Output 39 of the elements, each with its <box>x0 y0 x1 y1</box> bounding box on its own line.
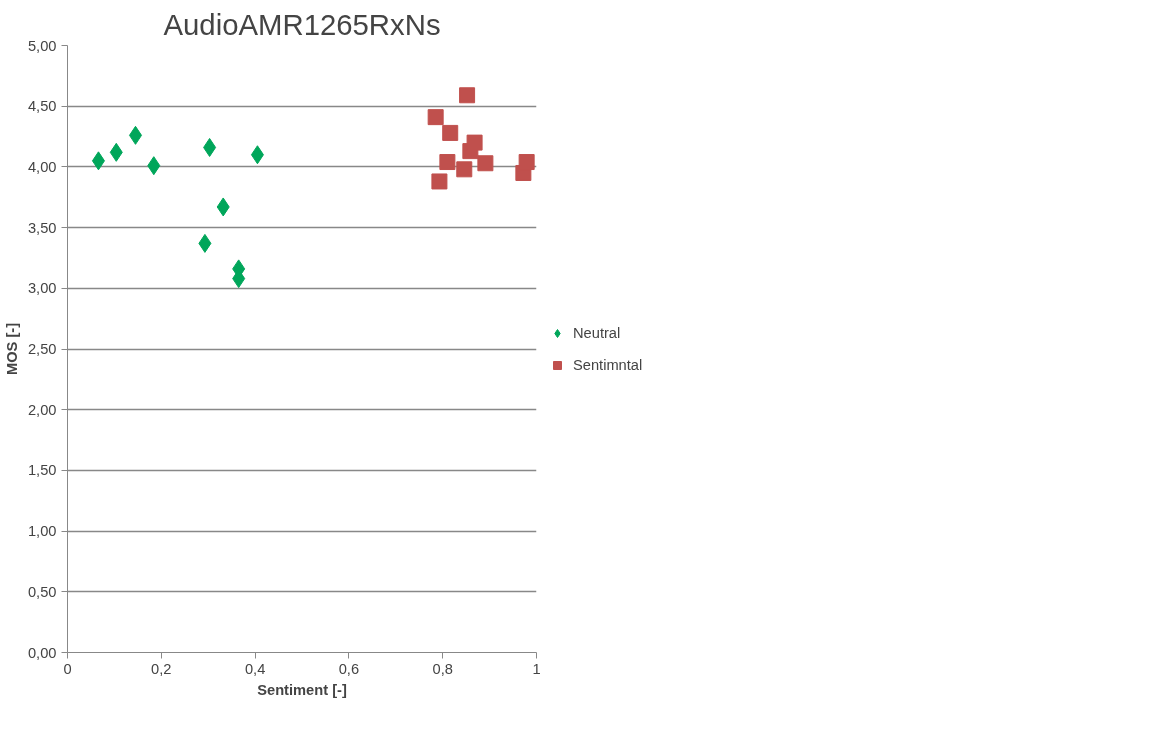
x-tick-label: 0,6 <box>338 660 360 677</box>
point <box>216 197 230 217</box>
legend-label: Neutral <box>573 324 621 341</box>
point <box>518 154 535 171</box>
point <box>456 161 473 178</box>
point <box>431 173 448 190</box>
y-axis-title: MOS [-] <box>3 322 20 376</box>
y-tick-label: 2,00 <box>27 401 57 418</box>
y-tick-label: 3,00 <box>27 280 57 297</box>
point <box>147 156 161 176</box>
x-tick-label: 0,2 <box>151 660 172 677</box>
point <box>250 145 264 165</box>
chart-title: AudioAMR1265RxNs <box>163 7 441 41</box>
point <box>129 125 143 145</box>
y-tick-label: 4,00 <box>27 158 57 175</box>
x-tick-label: 0,4 <box>244 660 266 677</box>
y-tick-label: 1,00 <box>27 523 57 540</box>
point <box>198 233 212 253</box>
y-tick-label: 0,00 <box>27 644 57 661</box>
point <box>439 154 456 171</box>
y-tick-label: 2,50 <box>27 341 57 357</box>
y-tick-label: 0,50 <box>27 583 57 600</box>
x-axis-title: Sentiment [-] <box>257 681 347 698</box>
point <box>442 124 459 141</box>
y-tick-label: 4,50 <box>27 98 57 115</box>
point <box>109 142 123 162</box>
point <box>459 87 476 104</box>
y-tick-label: 3,50 <box>27 219 57 236</box>
x-tick-label: 0 <box>63 660 72 677</box>
legend-label: Sentimntal <box>573 356 643 373</box>
point <box>427 109 444 126</box>
point <box>466 134 483 151</box>
point <box>203 137 217 157</box>
y-tick-label: 1,50 <box>27 462 57 479</box>
y-tick-label: 5,00 <box>27 37 57 54</box>
point <box>477 155 494 172</box>
x-tick-label: 0,8 <box>432 660 453 677</box>
x-tick-label: 1 <box>532 660 541 677</box>
point <box>91 151 105 171</box>
